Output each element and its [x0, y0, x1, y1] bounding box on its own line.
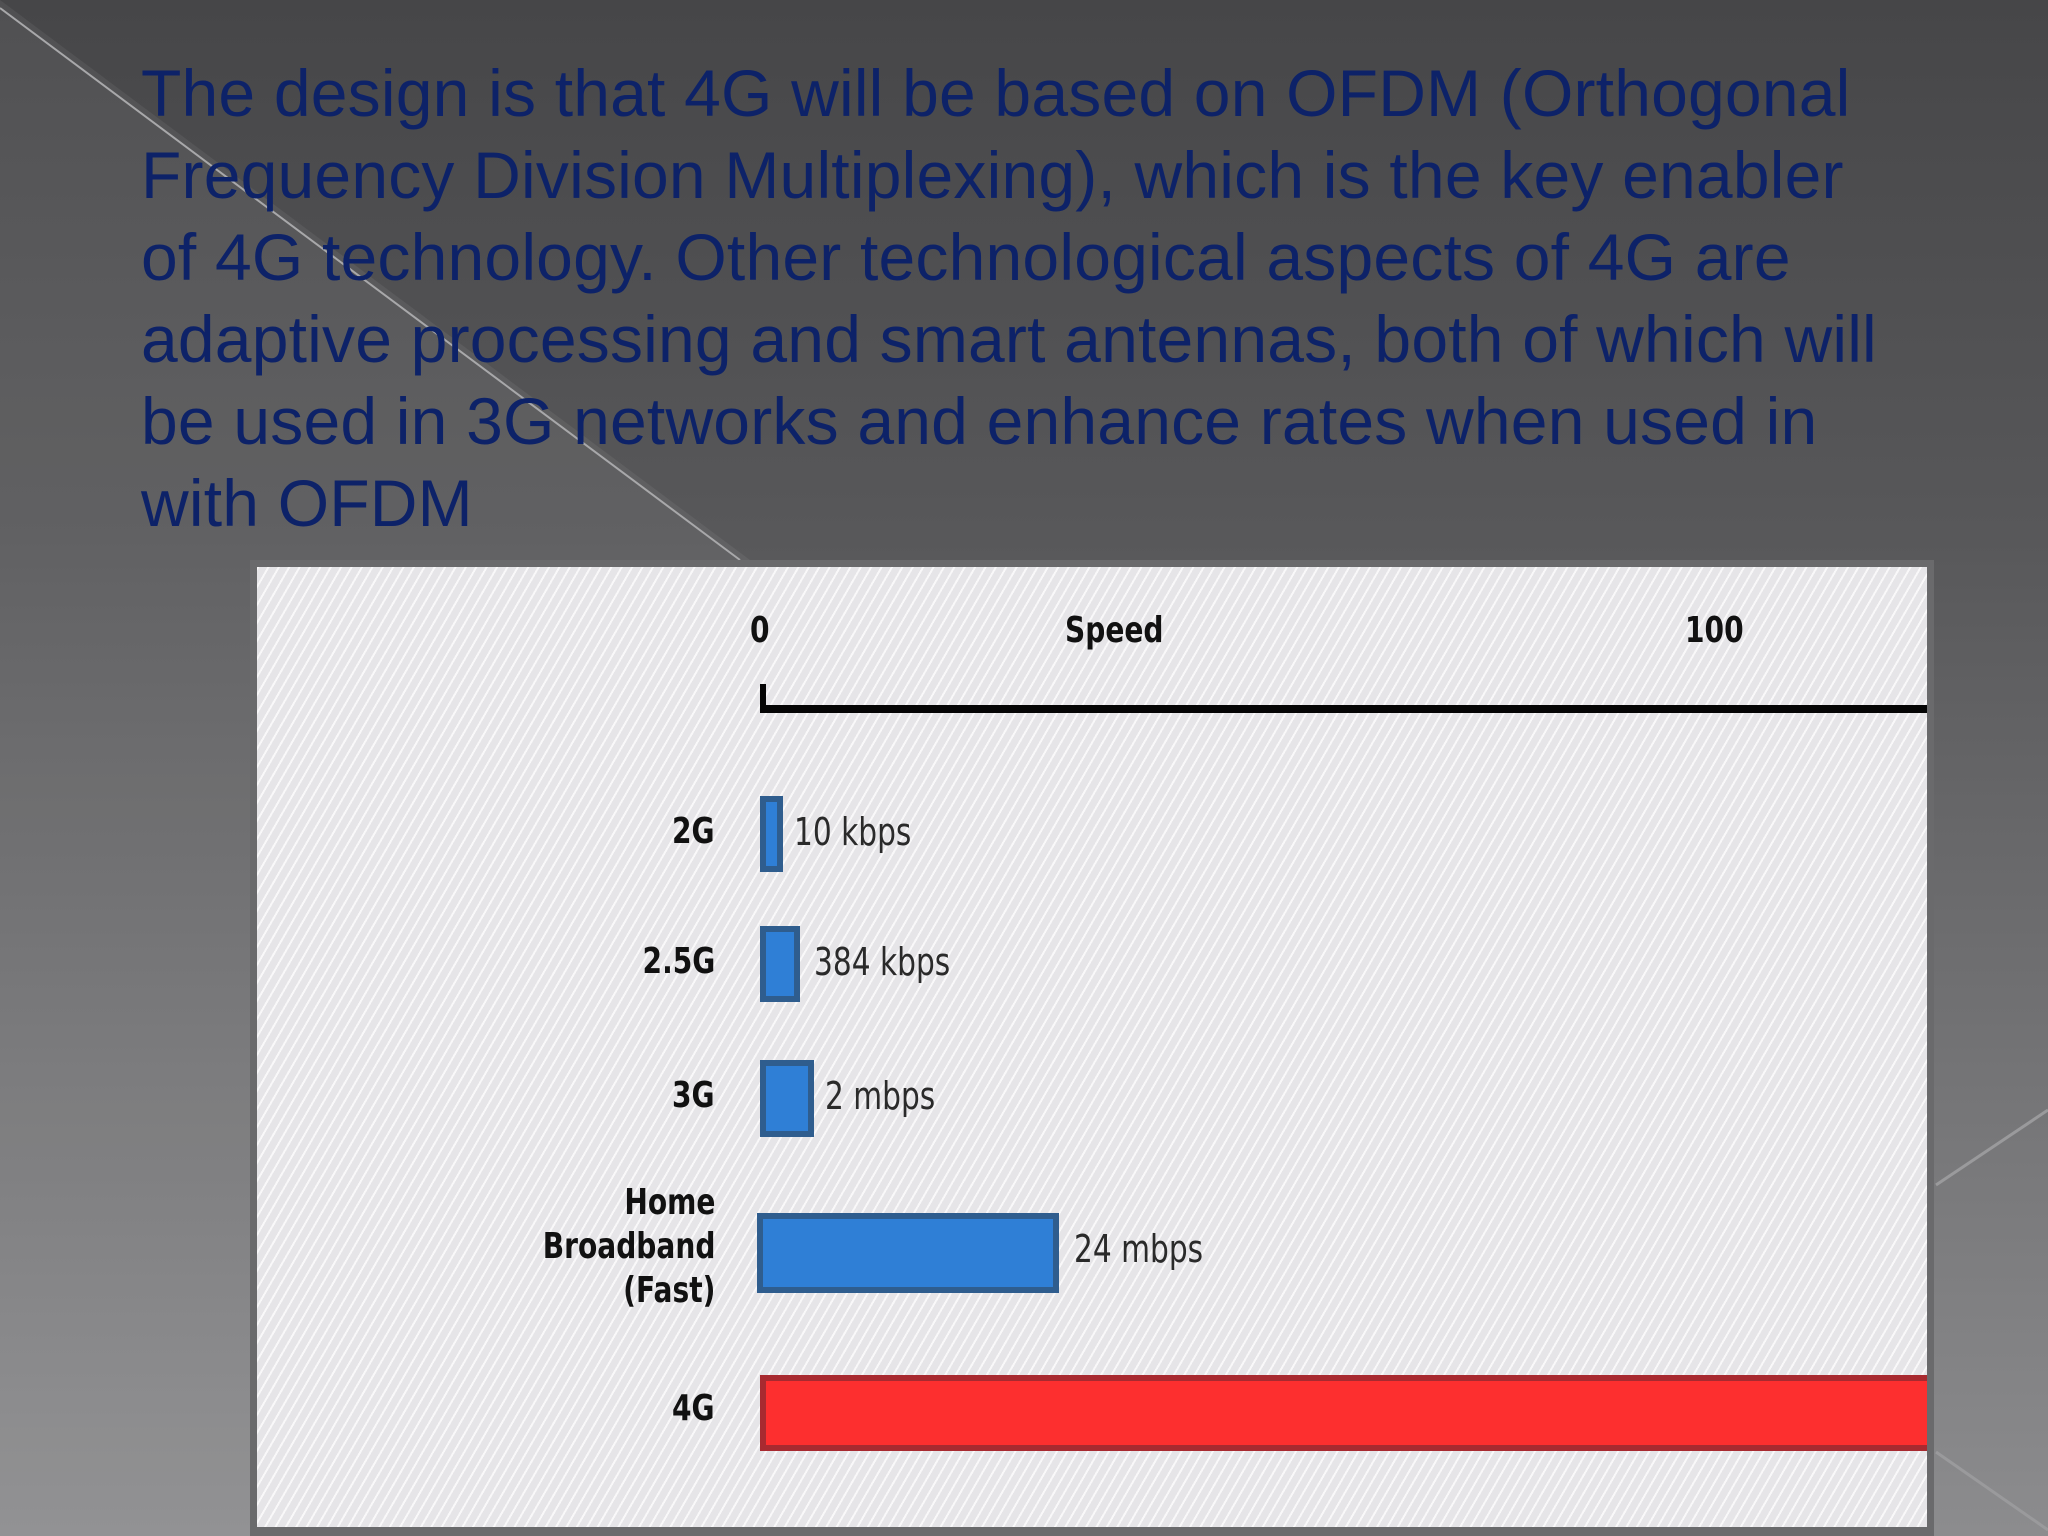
category-label-home-broadband: Home Broadband (Fast) — [542, 1181, 715, 1313]
value-label-3g: 2 mbps — [825, 1074, 936, 1118]
value-label-2-5g: 384 kbps — [814, 940, 951, 984]
axis-tick-label-min: 0 — [750, 610, 770, 651]
body-line: be used in 3G networks and enhance rates… — [141, 384, 1818, 458]
body-line: The design is that 4G will be based on O… — [141, 56, 1851, 130]
body-line: with OFDM — [141, 466, 473, 540]
category-label-line: Home — [623, 1182, 715, 1223]
bar-2-5g — [760, 926, 800, 1002]
body-line: Frequency Division Multiplexing), which … — [141, 138, 1844, 212]
category-label-2g: 2G — [672, 811, 715, 852]
axis-line — [760, 705, 1927, 713]
bar-2g — [760, 796, 783, 872]
slide-body-text: The design is that 4G will be based on O… — [141, 52, 1971, 544]
axis-tick-label-max: 100 — [1685, 610, 1744, 651]
bar-3g — [760, 1060, 814, 1137]
value-label-2g: 10 kbps — [794, 810, 912, 854]
category-label-2-5g: 2.5G — [642, 941, 715, 982]
bar-4g — [760, 1375, 1927, 1451]
category-label-3g: 3G — [672, 1075, 715, 1116]
speed-comparison-chart: 0 Speed 100 2G 10 kbps 2.5G 384 kbps 3G … — [257, 567, 1927, 1527]
category-label-4g: 4G — [672, 1388, 715, 1429]
category-label-line: Broadband — [542, 1226, 715, 1267]
axis-title: Speed — [1065, 610, 1164, 651]
body-line: adaptive processing and smart antennas, … — [141, 302, 1877, 376]
axis-tick-left — [760, 684, 766, 713]
bar-home-broadband — [757, 1213, 1059, 1293]
value-label-home-broadband: 24 mbps — [1074, 1227, 1204, 1271]
body-line: of 4G technology. Other technological as… — [141, 220, 1791, 294]
category-label-line: (Fast) — [622, 1270, 715, 1311]
